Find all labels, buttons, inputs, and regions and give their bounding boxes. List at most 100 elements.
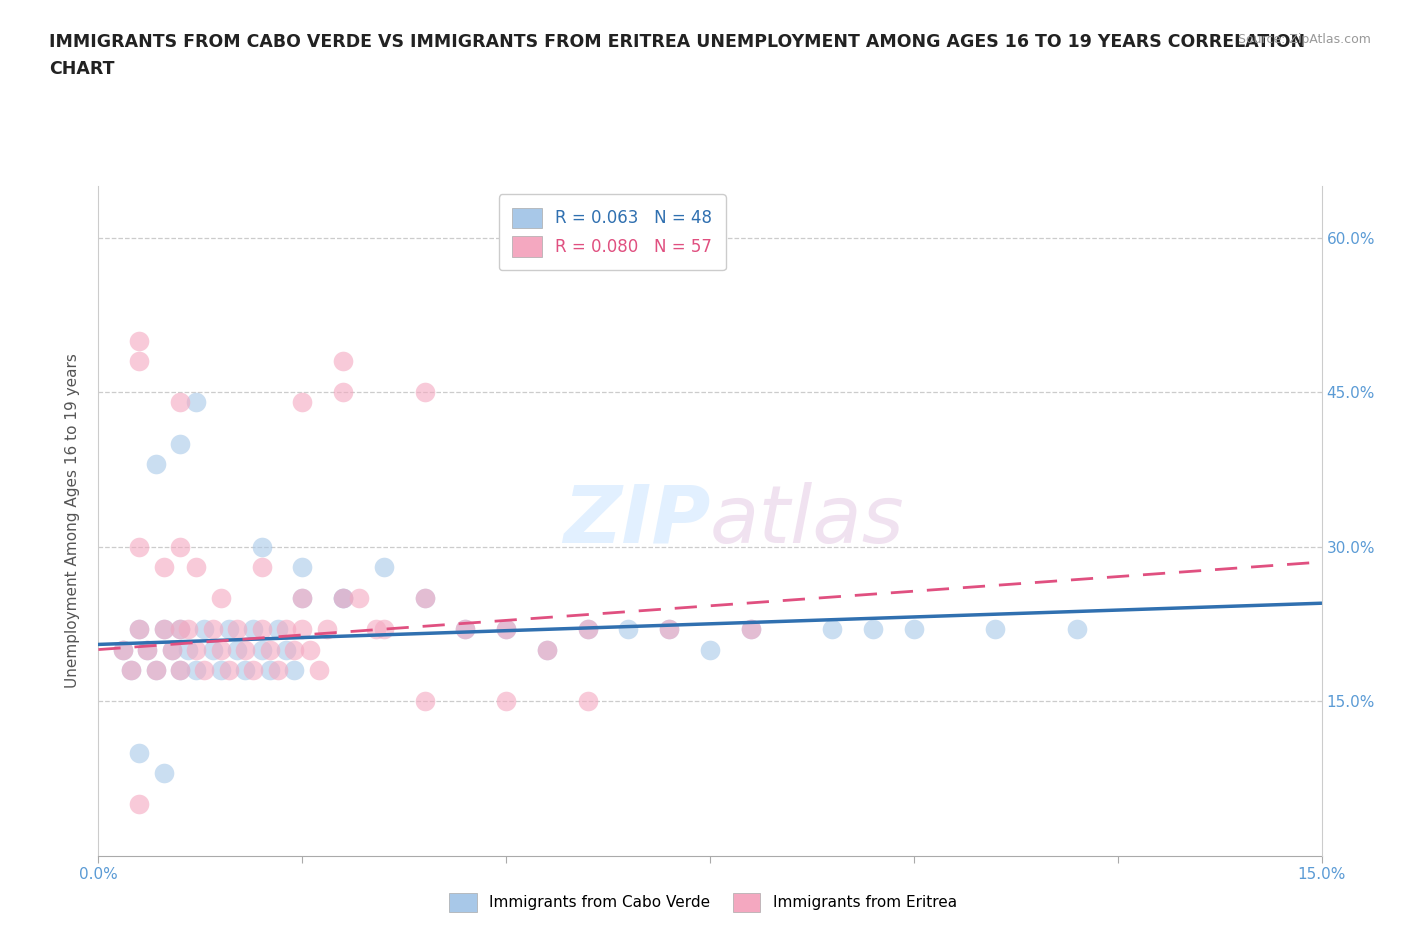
Point: [152, 621, 174, 636]
Point: [128, 539, 150, 554]
Point: [209, 642, 232, 657]
Point: [291, 560, 314, 575]
Point: [160, 642, 183, 657]
Text: atlas: atlas: [710, 482, 905, 560]
Point: [291, 591, 314, 605]
Point: [177, 642, 200, 657]
Point: [250, 539, 273, 554]
Point: [169, 621, 191, 636]
Point: [233, 663, 256, 678]
Point: [332, 385, 354, 400]
Point: [267, 663, 290, 678]
Point: [495, 694, 517, 709]
Point: [226, 642, 249, 657]
Point: [250, 621, 273, 636]
Point: [193, 621, 215, 636]
Text: ZIP: ZIP: [562, 482, 710, 560]
Point: [291, 395, 314, 410]
Point: [299, 642, 322, 657]
Point: [283, 663, 305, 678]
Point: [250, 560, 273, 575]
Point: [617, 621, 640, 636]
Point: [259, 642, 281, 657]
Point: [373, 560, 395, 575]
Point: [193, 663, 215, 678]
Point: [658, 621, 681, 636]
Point: [740, 621, 762, 636]
Point: [903, 621, 925, 636]
Point: [536, 642, 558, 657]
Point: [413, 591, 436, 605]
Point: [576, 621, 599, 636]
Point: [169, 663, 191, 678]
Point: [454, 621, 477, 636]
Point: [821, 621, 844, 636]
Point: [218, 663, 240, 678]
Point: [242, 663, 264, 678]
Point: [274, 621, 297, 636]
Point: [209, 663, 232, 678]
Point: [152, 560, 174, 575]
Point: [332, 591, 354, 605]
Point: [209, 591, 232, 605]
Point: [186, 642, 208, 657]
Point: [495, 621, 517, 636]
Y-axis label: Unemployment Among Ages 16 to 19 years: Unemployment Among Ages 16 to 19 years: [65, 353, 80, 688]
Point: [740, 621, 762, 636]
Point: [454, 621, 477, 636]
Point: [332, 353, 354, 368]
Point: [152, 621, 174, 636]
Point: [160, 642, 183, 657]
Point: [136, 642, 159, 657]
Text: CHART: CHART: [49, 60, 115, 78]
Text: IMMIGRANTS FROM CABO VERDE VS IMMIGRANTS FROM ERITREA UNEMPLOYMENT AMONG AGES 16: IMMIGRANTS FROM CABO VERDE VS IMMIGRANTS…: [49, 33, 1305, 50]
Point: [169, 395, 191, 410]
Legend: Immigrants from Cabo Verde, Immigrants from Eritrea: Immigrants from Cabo Verde, Immigrants f…: [443, 887, 963, 918]
Point: [128, 797, 150, 812]
Point: [226, 621, 249, 636]
Point: [120, 663, 142, 678]
Point: [536, 642, 558, 657]
Point: [111, 642, 134, 657]
Point: [186, 663, 208, 678]
Point: [291, 591, 314, 605]
Point: [259, 663, 281, 678]
Point: [136, 642, 159, 657]
Point: [576, 694, 599, 709]
Point: [145, 663, 167, 678]
Point: [169, 663, 191, 678]
Point: [128, 353, 150, 368]
Point: [315, 621, 337, 636]
Point: [145, 663, 167, 678]
Point: [145, 457, 167, 472]
Point: [349, 591, 371, 605]
Point: [283, 642, 305, 657]
Point: [201, 621, 224, 636]
Point: [177, 621, 200, 636]
Point: [128, 333, 150, 348]
Point: [576, 621, 599, 636]
Point: [332, 591, 354, 605]
Point: [152, 765, 174, 780]
Point: [308, 663, 330, 678]
Point: [169, 621, 191, 636]
Point: [984, 621, 1007, 636]
Legend: R = 0.063   N = 48, R = 0.080   N = 57: R = 0.063 N = 48, R = 0.080 N = 57: [499, 194, 725, 270]
Point: [364, 621, 387, 636]
Point: [111, 642, 134, 657]
Point: [1066, 621, 1088, 636]
Point: [332, 591, 354, 605]
Point: [413, 591, 436, 605]
Point: [413, 694, 436, 709]
Point: [862, 621, 884, 636]
Point: [218, 621, 240, 636]
Point: [242, 621, 264, 636]
Point: [267, 621, 290, 636]
Point: [699, 642, 721, 657]
Point: [291, 621, 314, 636]
Point: [658, 621, 681, 636]
Point: [201, 642, 224, 657]
Point: [186, 560, 208, 575]
Point: [413, 385, 436, 400]
Point: [373, 621, 395, 636]
